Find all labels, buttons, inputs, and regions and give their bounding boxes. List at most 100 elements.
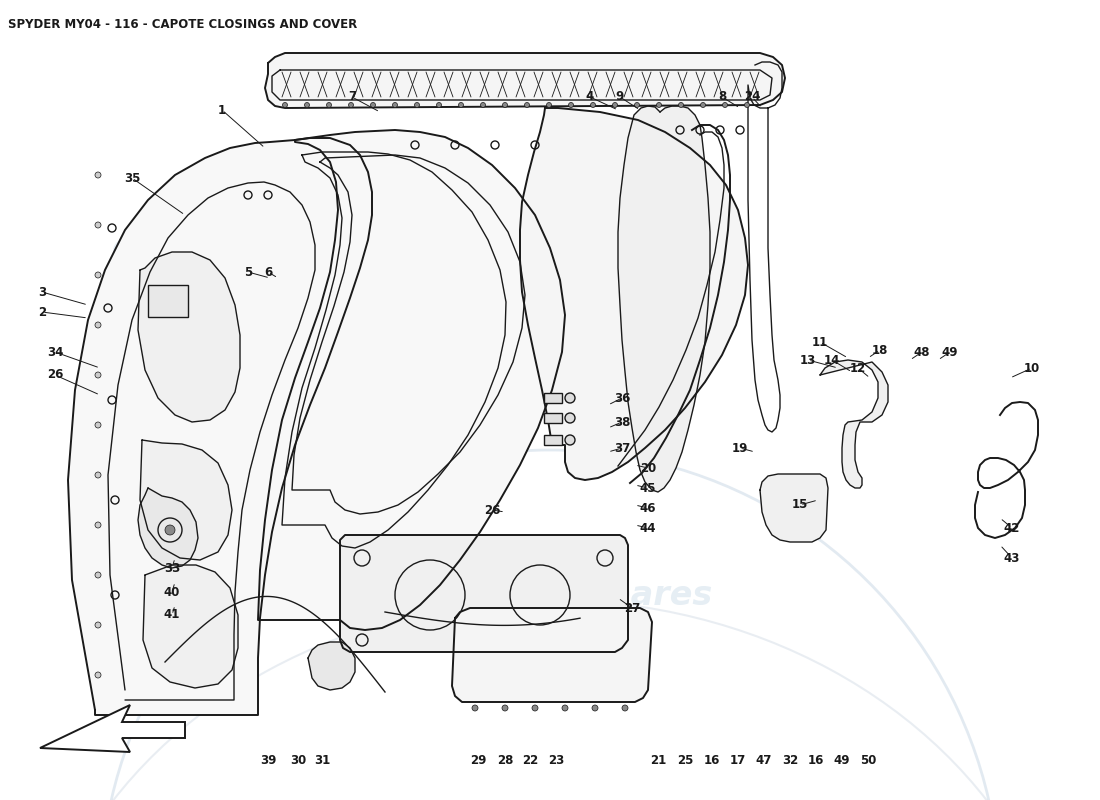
Text: spares: spares (248, 578, 373, 611)
Text: 30: 30 (290, 754, 306, 766)
Polygon shape (258, 130, 565, 630)
Text: 28: 28 (497, 754, 514, 766)
Bar (544, 413, 562, 423)
Text: 25: 25 (676, 754, 693, 766)
Text: 35: 35 (124, 171, 140, 185)
Circle shape (547, 102, 551, 107)
Circle shape (565, 413, 575, 423)
Circle shape (95, 372, 101, 378)
Text: 49: 49 (942, 346, 958, 358)
Circle shape (472, 705, 478, 711)
Text: 44: 44 (640, 522, 657, 534)
Circle shape (723, 102, 727, 107)
Circle shape (95, 472, 101, 478)
Text: 5: 5 (244, 266, 252, 278)
Text: 1: 1 (218, 103, 227, 117)
Polygon shape (265, 53, 785, 108)
Text: 16: 16 (807, 754, 824, 766)
Text: 19: 19 (732, 442, 748, 454)
Circle shape (305, 102, 309, 107)
Text: 13: 13 (800, 354, 816, 366)
Text: 3: 3 (37, 286, 46, 298)
Circle shape (95, 322, 101, 328)
Polygon shape (138, 252, 240, 422)
Text: 31: 31 (314, 754, 330, 766)
Circle shape (165, 525, 175, 535)
Circle shape (701, 102, 705, 107)
Text: 21: 21 (650, 754, 667, 766)
Circle shape (95, 272, 101, 278)
Text: 49: 49 (834, 754, 850, 766)
Text: 48: 48 (914, 346, 931, 358)
Text: 33: 33 (164, 562, 180, 574)
Text: 14: 14 (824, 354, 840, 366)
Text: 12: 12 (850, 362, 866, 374)
Circle shape (459, 102, 463, 107)
Text: euro: euro (112, 231, 198, 265)
Text: 26: 26 (484, 503, 500, 517)
Text: euro: euro (112, 578, 198, 611)
Circle shape (95, 222, 101, 228)
Polygon shape (68, 138, 372, 715)
Polygon shape (820, 360, 888, 488)
Text: 43: 43 (1004, 551, 1020, 565)
Polygon shape (40, 705, 185, 752)
Text: 40: 40 (164, 586, 180, 598)
Circle shape (745, 102, 749, 107)
Bar (544, 393, 562, 403)
Circle shape (437, 102, 441, 107)
Text: 47: 47 (756, 754, 772, 766)
Circle shape (95, 172, 101, 178)
Circle shape (679, 102, 683, 107)
Polygon shape (520, 108, 748, 480)
Text: 36: 36 (614, 391, 630, 405)
Circle shape (591, 102, 595, 107)
Circle shape (95, 522, 101, 528)
Text: 38: 38 (614, 415, 630, 429)
Text: 46: 46 (640, 502, 657, 514)
Circle shape (393, 102, 397, 107)
Text: 24: 24 (744, 90, 760, 103)
Circle shape (327, 102, 331, 107)
Circle shape (95, 422, 101, 428)
Text: 22: 22 (521, 754, 538, 766)
Bar (148, 285, 188, 317)
Circle shape (283, 102, 287, 107)
Polygon shape (140, 440, 232, 560)
Text: 23: 23 (548, 754, 564, 766)
Circle shape (503, 102, 507, 107)
Circle shape (621, 705, 628, 711)
Circle shape (502, 705, 508, 711)
Text: 32: 32 (782, 754, 799, 766)
Text: 7: 7 (348, 90, 356, 103)
Text: 37: 37 (614, 442, 630, 454)
Polygon shape (308, 642, 355, 690)
Text: euro: euro (437, 231, 522, 265)
Text: 4: 4 (586, 90, 594, 103)
Polygon shape (452, 608, 652, 702)
Text: 41: 41 (164, 609, 180, 622)
Text: 15: 15 (792, 498, 808, 511)
Circle shape (635, 102, 639, 107)
Polygon shape (618, 106, 710, 492)
Circle shape (525, 102, 529, 107)
Polygon shape (138, 488, 198, 568)
Circle shape (95, 622, 101, 628)
Circle shape (95, 672, 101, 678)
Circle shape (562, 705, 568, 711)
Text: 18: 18 (872, 343, 888, 357)
Text: 6: 6 (264, 266, 272, 278)
Text: 16: 16 (704, 754, 720, 766)
Circle shape (565, 435, 575, 445)
Text: 8: 8 (718, 90, 726, 103)
Circle shape (569, 102, 573, 107)
Text: 26: 26 (47, 369, 63, 382)
Text: 27: 27 (624, 602, 640, 614)
Circle shape (592, 705, 598, 711)
Text: 9: 9 (616, 90, 624, 103)
Circle shape (481, 102, 485, 107)
Text: 29: 29 (470, 754, 486, 766)
Text: 2: 2 (37, 306, 46, 318)
Circle shape (532, 705, 538, 711)
Text: euro: euro (437, 578, 522, 611)
